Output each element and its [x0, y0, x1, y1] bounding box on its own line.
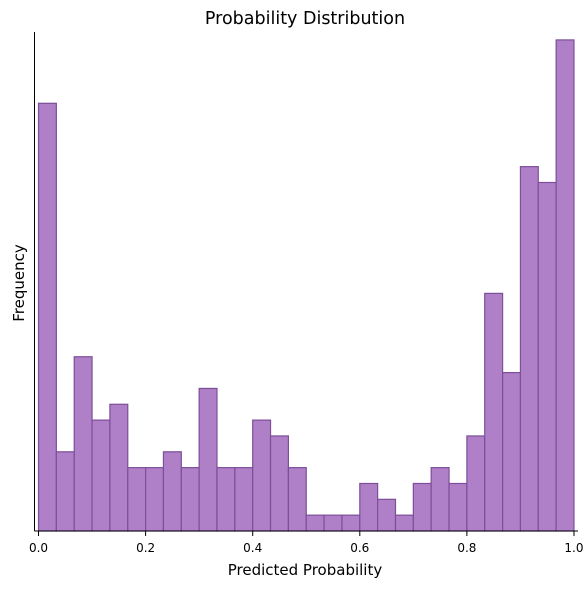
x-tick-label: 0.8 — [457, 541, 476, 555]
histogram-bar — [287, 467, 307, 532]
x-ticks-group: 0.0 0.2 0.4 0.6 0.8 1.0 — [29, 531, 584, 555]
histogram-bar — [162, 451, 182, 532]
histogram-bar — [359, 482, 379, 532]
histogram-bar — [37, 102, 57, 532]
x-tick-label: 0.6 — [350, 541, 369, 555]
x-axis-label: Predicted Probability — [228, 561, 383, 579]
histogram-bar — [55, 451, 75, 532]
histogram-bar — [180, 467, 200, 532]
x-tick-label: 0.0 — [29, 541, 48, 555]
x-tick-label: 0.4 — [243, 541, 262, 555]
histogram-bar — [466, 435, 486, 532]
x-tick-label: 0.2 — [136, 541, 155, 555]
histogram-bar — [555, 39, 575, 532]
histogram-bar — [412, 482, 432, 532]
histogram-bar — [198, 387, 218, 532]
bars-group — [37, 39, 575, 532]
histogram-bar — [484, 292, 504, 532]
histogram-bar — [234, 467, 254, 532]
histogram-bar — [430, 467, 450, 532]
y-axis-label: Frequency — [10, 244, 28, 322]
histogram-bar — [305, 514, 325, 532]
histogram-bar — [377, 498, 397, 532]
histogram-bar — [73, 356, 93, 532]
histogram-bar — [341, 514, 361, 532]
histogram-bar — [448, 482, 468, 532]
histogram-bar — [502, 371, 522, 532]
chart-title: Probability Distribution — [205, 9, 405, 29]
histogram-bar — [537, 181, 557, 532]
histogram-bar — [109, 403, 129, 532]
histogram-bar — [269, 435, 290, 532]
histogram-bar — [252, 419, 272, 532]
histogram-bar — [127, 467, 147, 532]
x-tick-label: 1.0 — [564, 541, 583, 555]
histogram-bar — [216, 467, 236, 532]
histogram-bar — [323, 514, 343, 532]
histogram-bar — [145, 467, 165, 532]
histogram-bar — [91, 419, 111, 532]
histogram-bar — [394, 514, 414, 532]
histogram-bar — [519, 166, 539, 532]
